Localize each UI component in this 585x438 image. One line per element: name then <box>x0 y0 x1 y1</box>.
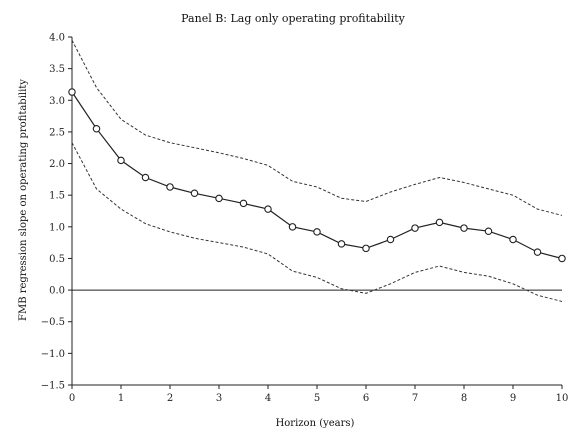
x-tick-label: 9 <box>510 393 516 404</box>
y-tick-label: 1.0 <box>49 222 65 233</box>
data-point <box>68 88 76 96</box>
upper-band-line <box>71 39 563 216</box>
y-tick-label: 2.0 <box>49 159 65 170</box>
x-tick-label: 8 <box>461 393 467 404</box>
data-point <box>435 218 444 227</box>
y-tick-label: 3.5 <box>49 64 65 75</box>
axes: −1.5 −1.0 −0.5 0.0 0.5 1.0 1.5 2.0 2.5 3.0 3.5 4.0 0… <box>41 33 569 405</box>
y-tick-label: 4.0 <box>49 33 65 44</box>
data-point <box>190 189 199 198</box>
data-point <box>337 240 346 248</box>
y-tick-label: 3.0 <box>49 96 65 107</box>
series-layer <box>68 39 566 302</box>
data-point <box>533 248 542 256</box>
x-tick-label: 1 <box>118 393 124 404</box>
data-point <box>117 156 125 165</box>
data-point <box>558 254 566 263</box>
x-tick-label: 5 <box>314 393 320 404</box>
x-tick-label: 3 <box>216 393 222 404</box>
data-point <box>264 205 272 213</box>
chart-title: Panel B: Lag only operating profitabilit… <box>181 12 406 25</box>
data-point <box>313 228 321 236</box>
data-point <box>239 199 248 208</box>
x-tick-label: 10 <box>556 393 569 404</box>
data-point <box>141 173 150 182</box>
data-point <box>166 183 174 191</box>
data-point <box>362 244 370 253</box>
x-tick-label: 4 <box>265 393 271 404</box>
y-tick-label: 0.5 <box>49 254 65 265</box>
data-point <box>411 224 419 232</box>
data-point <box>215 194 223 203</box>
y-tick-label: 0.0 <box>49 286 65 297</box>
y-tick-label: −1.5 <box>41 381 65 392</box>
y-axis-title: FMB regression slope on operating profit… <box>18 79 29 321</box>
y-tick-label: 2.5 <box>49 127 65 138</box>
y-tick-label: −1.0 <box>41 349 65 360</box>
x-tick-label: 2 <box>167 393 173 404</box>
x-tick-label: 7 <box>412 393 418 404</box>
x-tick-label: 0 <box>69 393 75 404</box>
data-point <box>484 227 493 235</box>
y-tick-label: −0.5 <box>41 317 65 328</box>
y-tick-label: 1.5 <box>49 191 65 202</box>
data-point <box>386 235 395 244</box>
lower-band-line <box>71 142 563 302</box>
x-tick-label: 6 <box>363 393 369 404</box>
data-point <box>509 235 517 244</box>
x-axis-title: Horizon (years) <box>276 418 355 429</box>
data-point <box>460 224 468 232</box>
data-point <box>288 223 297 231</box>
data-point <box>92 124 101 133</box>
